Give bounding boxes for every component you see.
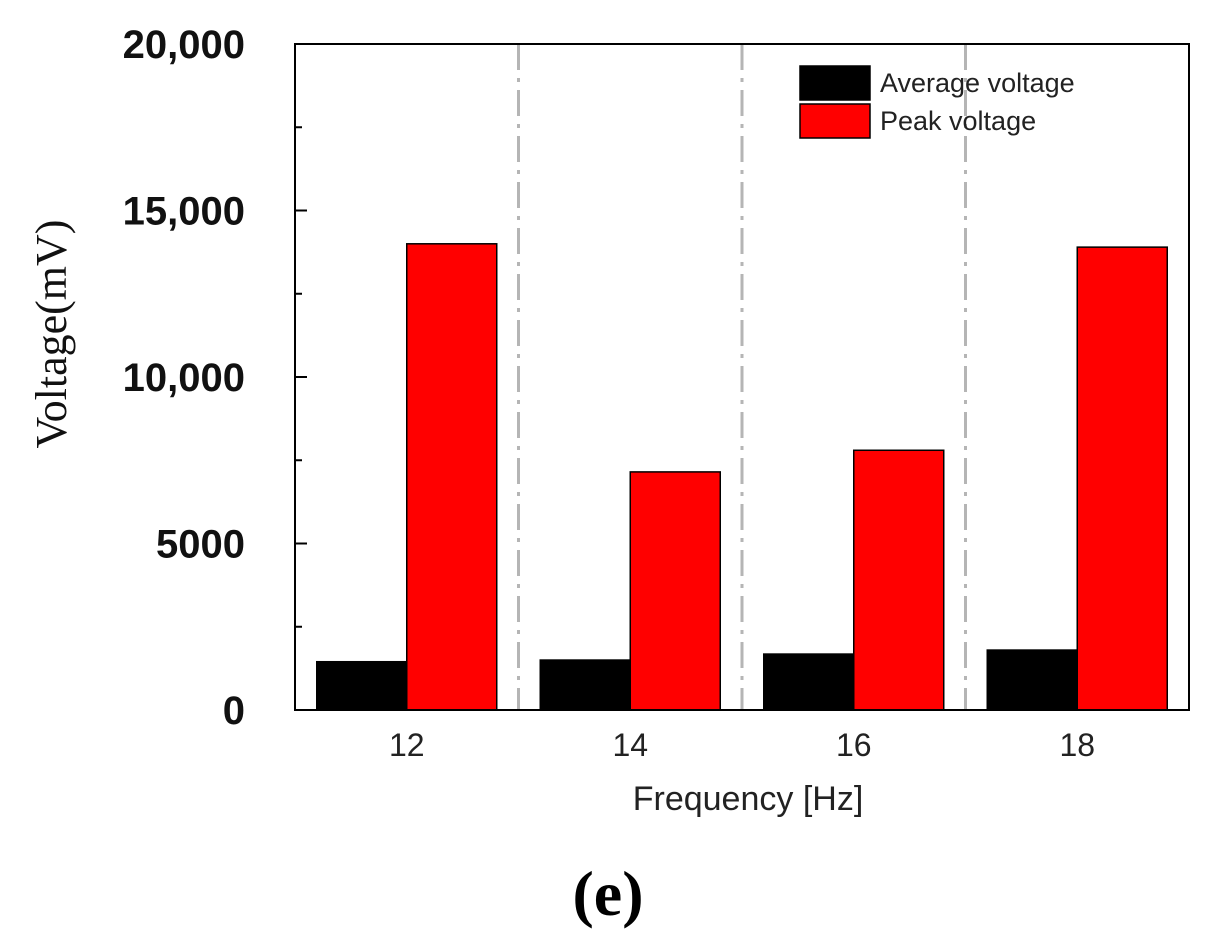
bar-peak-voltage-12 [406,243,498,711]
x-tick-label: 14 [612,727,648,763]
x-tick-label: 16 [836,727,872,763]
bar-average-voltage-14 [539,659,631,711]
bar-average-voltage-16 [763,653,855,711]
y-tick-label: 0 [223,689,245,733]
bar-average-voltage-12 [316,660,408,711]
legend-swatch [799,65,871,101]
bar-peak-voltage-18 [1076,246,1168,711]
y-tick-label: 10,000 [123,356,245,400]
panel-label: (e) [572,858,643,929]
bar-peak-voltage-14 [629,471,721,711]
legend-swatch [799,103,871,139]
bars-layer [316,243,1168,711]
bar-peak-voltage-16 [853,449,945,711]
x-axis-label: Frequency [Hz] [633,780,864,818]
x-tick-label: 18 [1059,727,1095,763]
legend-label: Peak voltage [880,106,1036,136]
y-axis-ticks: 0 5000 10,000 15,000 20,000 [123,23,307,733]
y-tick-label: 5000 [156,523,245,567]
y-tick-label: 15,000 [123,190,245,234]
bar-average-voltage-18 [986,649,1078,711]
category-separators [517,44,967,710]
legend: Average voltage Peak voltage [799,65,1075,139]
x-axis-ticks: 12 14 16 18 [389,727,1095,763]
y-tick-label: 20,000 [123,23,245,67]
x-tick-label: 12 [389,727,425,763]
y-axis-label: Voltage(mV) [27,220,76,449]
legend-label: Average voltage [880,68,1075,98]
